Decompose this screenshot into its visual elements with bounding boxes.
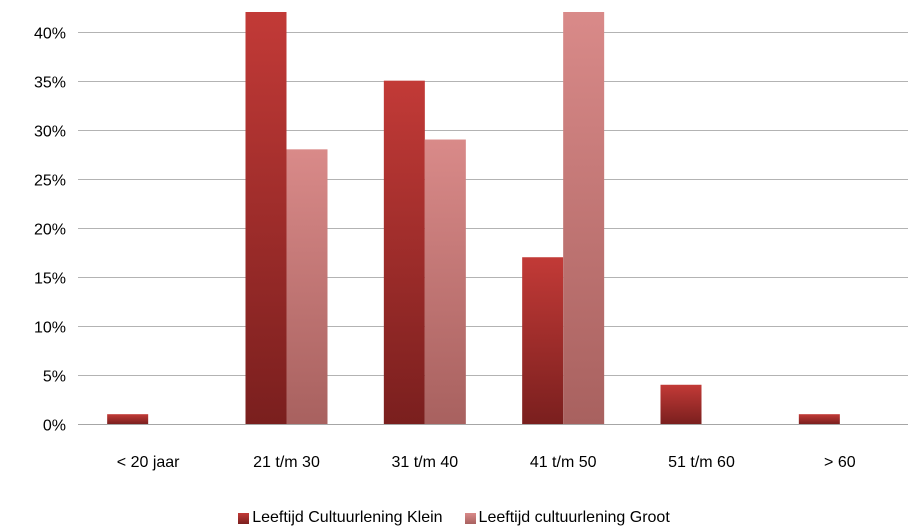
y-axis-labels: 0% 5% 10% 15% 20% 25% 30% 35% 40% — [34, 26, 66, 435]
legend-label-groot: Leeftijd cultuurlening Groot — [478, 509, 670, 526]
legend-item-klein: Leeftijd Cultuurlening Klein — [238, 509, 443, 527]
y-tick-label: 5% — [43, 369, 66, 386]
bar-groot-2 — [424, 139, 466, 424]
y-tick-label: 35% — [34, 75, 66, 92]
y-tick-label: 20% — [34, 222, 66, 239]
y-tick-label: 30% — [34, 124, 66, 141]
y-tick-label: 15% — [34, 271, 66, 288]
bar-klein-5 — [798, 414, 840, 424]
legend-label-klein: Leeftijd Cultuurlening Klein — [252, 509, 443, 526]
bar-klein-0 — [107, 414, 149, 424]
legend-swatch-groot — [464, 512, 476, 524]
legend: Leeftijd Cultuurlening Klein Leeftijd cu… — [0, 507, 908, 529]
y-tick-label: 10% — [34, 320, 66, 337]
bar-klein-1 — [245, 12, 287, 424]
y-tick-label: 0% — [43, 418, 66, 435]
bar-klein-4 — [660, 384, 702, 424]
bar-klein-2 — [383, 80, 425, 425]
bars — [107, 12, 840, 425]
x-tick-label: 41 t/m 50 — [530, 454, 597, 471]
x-tick-label: 21 t/m 30 — [253, 454, 320, 471]
x-tick-label: > 60 — [824, 454, 856, 471]
bar-groot-1 — [286, 149, 328, 425]
legend-swatch-klein — [238, 512, 250, 524]
x-axis-labels: < 20 jaar 21 t/m 30 31 t/m 40 41 t/m 50 51 t… — [117, 454, 856, 471]
bar-klein-3 — [522, 257, 564, 424]
x-tick-label: < 20 jaar — [117, 454, 180, 471]
y-tick-label: 25% — [34, 173, 66, 190]
gridlines — [78, 32, 908, 425]
x-tick-label: 31 t/m 40 — [391, 454, 458, 471]
y-tick-label: 40% — [34, 26, 66, 43]
legend-item-groot: Leeftijd cultuurlening Groot — [464, 509, 670, 527]
chart: 0% 5% 10% 15% 20% 25% 30% 35% 40% < 20 jaar 21 t/… — [34, 12, 908, 471]
x-tick-label: 51 t/m 60 — [668, 454, 735, 471]
bar-groot-3 — [563, 12, 605, 424]
